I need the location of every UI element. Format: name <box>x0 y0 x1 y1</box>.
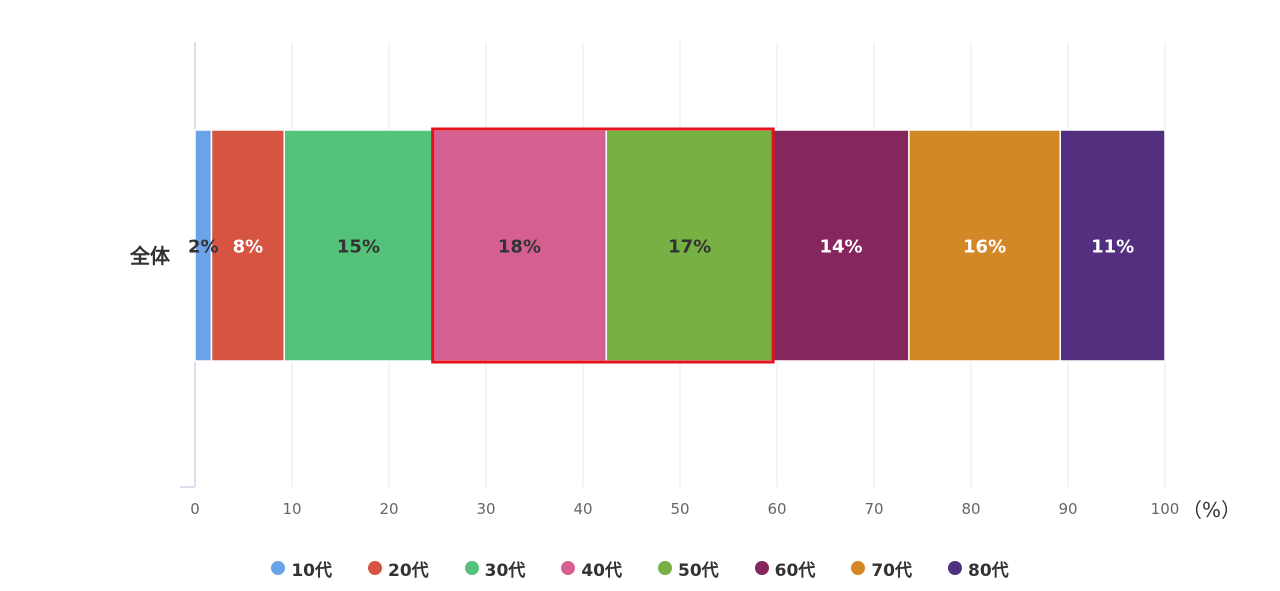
x-tick-label: 30 <box>476 500 495 518</box>
data-label-5: 17% <box>668 237 711 258</box>
legend-label: 30代 <box>484 560 526 581</box>
legend-item[interactable]: 30代 <box>464 556 526 581</box>
legend-dot-icon <box>948 561 963 575</box>
x-tick-label: 0 <box>190 500 200 518</box>
category-label: 全体 <box>129 244 171 268</box>
x-tick-labels: 0 10 20 30 40 50 60 70 80 90 100 <box>190 500 1179 518</box>
x-tick-label: 100 <box>1151 500 1180 518</box>
x-tick-label: 10 <box>282 500 301 518</box>
bar-segment-7 <box>908 129 1061 362</box>
legend-label: 10代 <box>291 560 332 581</box>
legend-dot-icon <box>851 561 866 575</box>
legend-item[interactable]: 20代 <box>367 556 429 581</box>
legend-label: 70代 <box>871 560 913 581</box>
legend-label: 20代 <box>387 560 429 581</box>
data-label-2: 8% <box>233 237 264 258</box>
bar-segment-5 <box>605 129 774 362</box>
legend-dot-icon <box>367 561 382 575</box>
bar-segment-2 <box>210 129 285 362</box>
bar-segment-6 <box>772 129 910 362</box>
legend-label: 80代 <box>968 560 1009 581</box>
legend-dot-icon <box>271 561 286 575</box>
bar-segment-4 <box>431 129 608 362</box>
x-tick-label: 90 <box>1058 500 1077 518</box>
legend-label: 40代 <box>581 560 622 581</box>
legend-item[interactable]: 80代 <box>948 556 1009 581</box>
x-axis <box>180 42 196 488</box>
data-label-3: 15% <box>337 237 380 258</box>
legend-label: 50代 <box>678 560 719 581</box>
data-label-7: 16% <box>963 237 1006 258</box>
legend-item[interactable]: 60代 <box>754 556 816 581</box>
legend-item[interactable]: 10代 <box>271 556 332 581</box>
segment-labels: 2% 8% 15% 18% 17% 14% 16% 11% <box>188 237 1134 258</box>
x-tick-label: 70 <box>864 500 883 518</box>
legend-dot-icon <box>658 561 672 575</box>
data-label-6: 14% <box>819 237 862 258</box>
legend-item[interactable]: 50代 <box>658 556 719 581</box>
legend-item[interactable]: 40代 <box>561 556 622 581</box>
data-label-1: 2% <box>188 237 219 258</box>
x-tick-label: 60 <box>767 500 786 518</box>
x-tick-label: 50 <box>670 500 689 518</box>
x-tick-label: 80 <box>961 500 980 518</box>
data-label-8: 11% <box>1091 237 1134 258</box>
legend-label: 60代 <box>774 560 816 581</box>
stacked-bar-chart: 0 10 20 30 40 50 60 70 80 90 100 （%） 全体 2% 8% 15% 18%… <box>129 42 1241 522</box>
x-unit-label: （%） <box>1182 498 1241 522</box>
x-tick-label: 40 <box>573 500 592 518</box>
legend-dot-icon <box>464 561 479 575</box>
legend-item[interactable]: 70代 <box>851 556 912 581</box>
legend-dot-icon <box>561 561 576 575</box>
legend-dot-icon <box>754 561 769 575</box>
x-tick-label: 20 <box>379 500 398 518</box>
legend: 10代 20代 30代 40代 50代 60代 70代 80代 <box>0 554 1280 582</box>
highlight-box <box>431 127 775 364</box>
data-label-4: 18% <box>498 237 541 258</box>
bar-segment-8 <box>1059 129 1166 362</box>
